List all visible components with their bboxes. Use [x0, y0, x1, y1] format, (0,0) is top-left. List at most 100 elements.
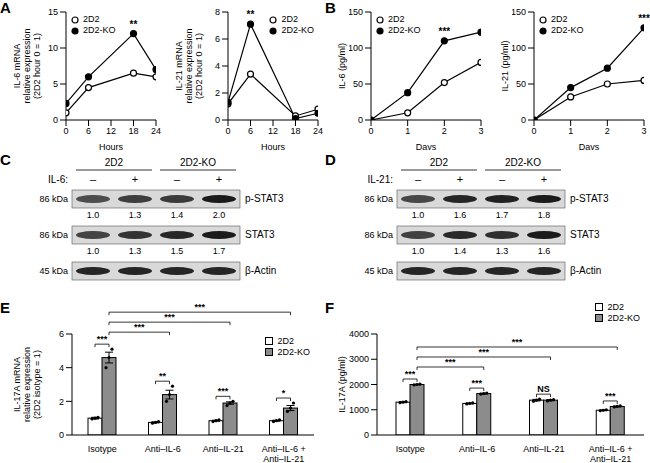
- svg-text:Anti–IL-6 +Anti–IL-21: Anti–IL-6 +Anti–IL-21: [262, 444, 306, 463]
- svg-text:18: 18: [128, 126, 138, 136]
- svg-text:150: 150: [512, 7, 526, 17]
- svg-text:86 kDa: 86 kDa: [39, 194, 68, 204]
- svg-text:6: 6: [86, 126, 91, 136]
- svg-text:2D2-KO: 2D2-KO: [180, 157, 216, 168]
- svg-text:0: 0: [215, 115, 220, 125]
- svg-text:2: 2: [605, 126, 610, 136]
- svg-text:8: 8: [215, 7, 220, 17]
- svg-text:Isotype: Isotype: [396, 444, 425, 454]
- svg-text:***: ***: [638, 13, 642, 24]
- svg-text:IL-21:: IL-21:: [367, 174, 393, 185]
- svg-text:2D2: 2D2: [105, 157, 124, 168]
- svg-text:***: ***: [512, 337, 523, 347]
- svg-text:2000: 2000: [349, 380, 369, 390]
- svg-text:Hours: Hours: [261, 142, 286, 150]
- svg-text:6: 6: [248, 126, 253, 136]
- svg-text:2: 2: [59, 397, 64, 407]
- svg-text:15: 15: [48, 7, 58, 17]
- svg-text:1.3: 1.3: [129, 210, 142, 220]
- svg-text:2D2: 2D2: [430, 157, 449, 168]
- svg-text:1.4: 1.4: [454, 246, 467, 256]
- svg-text:45 kDa: 45 kDa: [364, 266, 393, 276]
- svg-text:1.7: 1.7: [213, 246, 226, 256]
- svg-text:***: ***: [164, 312, 175, 322]
- svg-text:6: 6: [215, 34, 220, 44]
- svg-text:50: 50: [353, 79, 363, 89]
- svg-text:**: **: [247, 9, 255, 20]
- svg-text:Anti–IL-6: Anti–IL-6: [145, 444, 181, 454]
- svg-text:β-Actin: β-Actin: [570, 265, 601, 276]
- svg-text:IL-6:: IL-6:: [48, 174, 68, 185]
- svg-text:1.0: 1.0: [87, 246, 100, 256]
- svg-text:0: 0: [368, 126, 373, 136]
- svg-text:***: ***: [134, 322, 145, 332]
- svg-text:***: ***: [218, 386, 229, 396]
- svg-text:0: 0: [364, 430, 369, 440]
- svg-text:***: ***: [97, 334, 108, 344]
- svg-text:1.3: 1.3: [496, 246, 509, 256]
- svg-text:2.0: 2.0: [213, 210, 226, 220]
- svg-text:+: +: [216, 173, 222, 185]
- svg-text:86 kDa: 86 kDa: [364, 194, 393, 204]
- svg-text:Days: Days: [579, 142, 600, 150]
- svg-text:0: 0: [531, 126, 536, 136]
- svg-text:3000: 3000: [349, 354, 369, 364]
- svg-text:1.8: 1.8: [538, 210, 551, 220]
- svg-text:1: 1: [568, 126, 573, 136]
- svg-text:1.3: 1.3: [129, 246, 142, 256]
- svg-text:STAT3: STAT3: [570, 229, 600, 240]
- svg-text:100: 100: [512, 43, 526, 53]
- svg-text:1.4: 1.4: [171, 210, 184, 220]
- svg-text:***: ***: [194, 302, 205, 312]
- svg-text:Days: Days: [416, 142, 437, 150]
- svg-text:1.6: 1.6: [454, 210, 467, 220]
- svg-text:4000: 4000: [349, 329, 369, 339]
- svg-text:0: 0: [225, 126, 230, 136]
- svg-text:NS: NS: [537, 384, 550, 394]
- svg-text:86 kDa: 86 kDa: [39, 230, 68, 240]
- svg-text:150: 150: [349, 7, 363, 17]
- svg-text:2: 2: [442, 126, 447, 136]
- svg-text:***: ***: [445, 357, 456, 367]
- svg-text:+: +: [541, 173, 547, 185]
- svg-text:2D2-KO: 2D2-KO: [505, 157, 541, 168]
- svg-text:2: 2: [215, 88, 220, 98]
- svg-text:***: ***: [438, 26, 450, 37]
- svg-text:***: ***: [478, 347, 489, 357]
- svg-text:4: 4: [59, 363, 64, 373]
- svg-text:18: 18: [290, 126, 300, 136]
- svg-text:Anti–IL-6 +Anti–IL-21: Anti–IL-6 +Anti–IL-21: [589, 444, 633, 463]
- svg-text:Anti–IL-21: Anti–IL-21: [203, 444, 244, 454]
- svg-text:6: 6: [59, 329, 64, 339]
- svg-text:Anti–IL-6: Anti–IL-6: [459, 444, 495, 454]
- svg-text:1000: 1000: [349, 405, 369, 415]
- svg-text:0: 0: [63, 126, 68, 136]
- svg-text:Anti–IL-21: Anti–IL-21: [523, 444, 564, 454]
- svg-text:5: 5: [53, 79, 58, 89]
- svg-text:86 kDa: 86 kDa: [364, 230, 393, 240]
- svg-text:Isotype: Isotype: [88, 444, 117, 454]
- svg-text:45 kDa: 45 kDa: [39, 266, 68, 276]
- svg-text:10: 10: [48, 43, 58, 53]
- svg-text:12: 12: [268, 126, 278, 136]
- svg-text:1.0: 1.0: [87, 210, 100, 220]
- svg-text:***: ***: [405, 369, 416, 379]
- svg-text:1.7: 1.7: [496, 210, 509, 220]
- svg-text:50: 50: [516, 79, 526, 89]
- svg-text:24: 24: [313, 126, 323, 136]
- svg-text:p-STAT3: p-STAT3: [245, 193, 284, 204]
- svg-text:4: 4: [215, 61, 220, 71]
- svg-text:0: 0: [358, 115, 363, 125]
- svg-text:100: 100: [349, 43, 363, 53]
- svg-text:1.0: 1.0: [412, 246, 425, 256]
- svg-text:+: +: [457, 173, 463, 185]
- svg-text:12: 12: [106, 126, 116, 136]
- svg-text:+: +: [132, 173, 138, 185]
- svg-text:**: **: [130, 19, 138, 30]
- svg-text:0: 0: [59, 430, 64, 440]
- svg-text:–: –: [174, 173, 181, 185]
- svg-text:0: 0: [53, 115, 58, 125]
- svg-text:**: **: [159, 371, 167, 381]
- svg-text:0: 0: [521, 115, 526, 125]
- svg-text:p-STAT3: p-STAT3: [570, 193, 609, 204]
